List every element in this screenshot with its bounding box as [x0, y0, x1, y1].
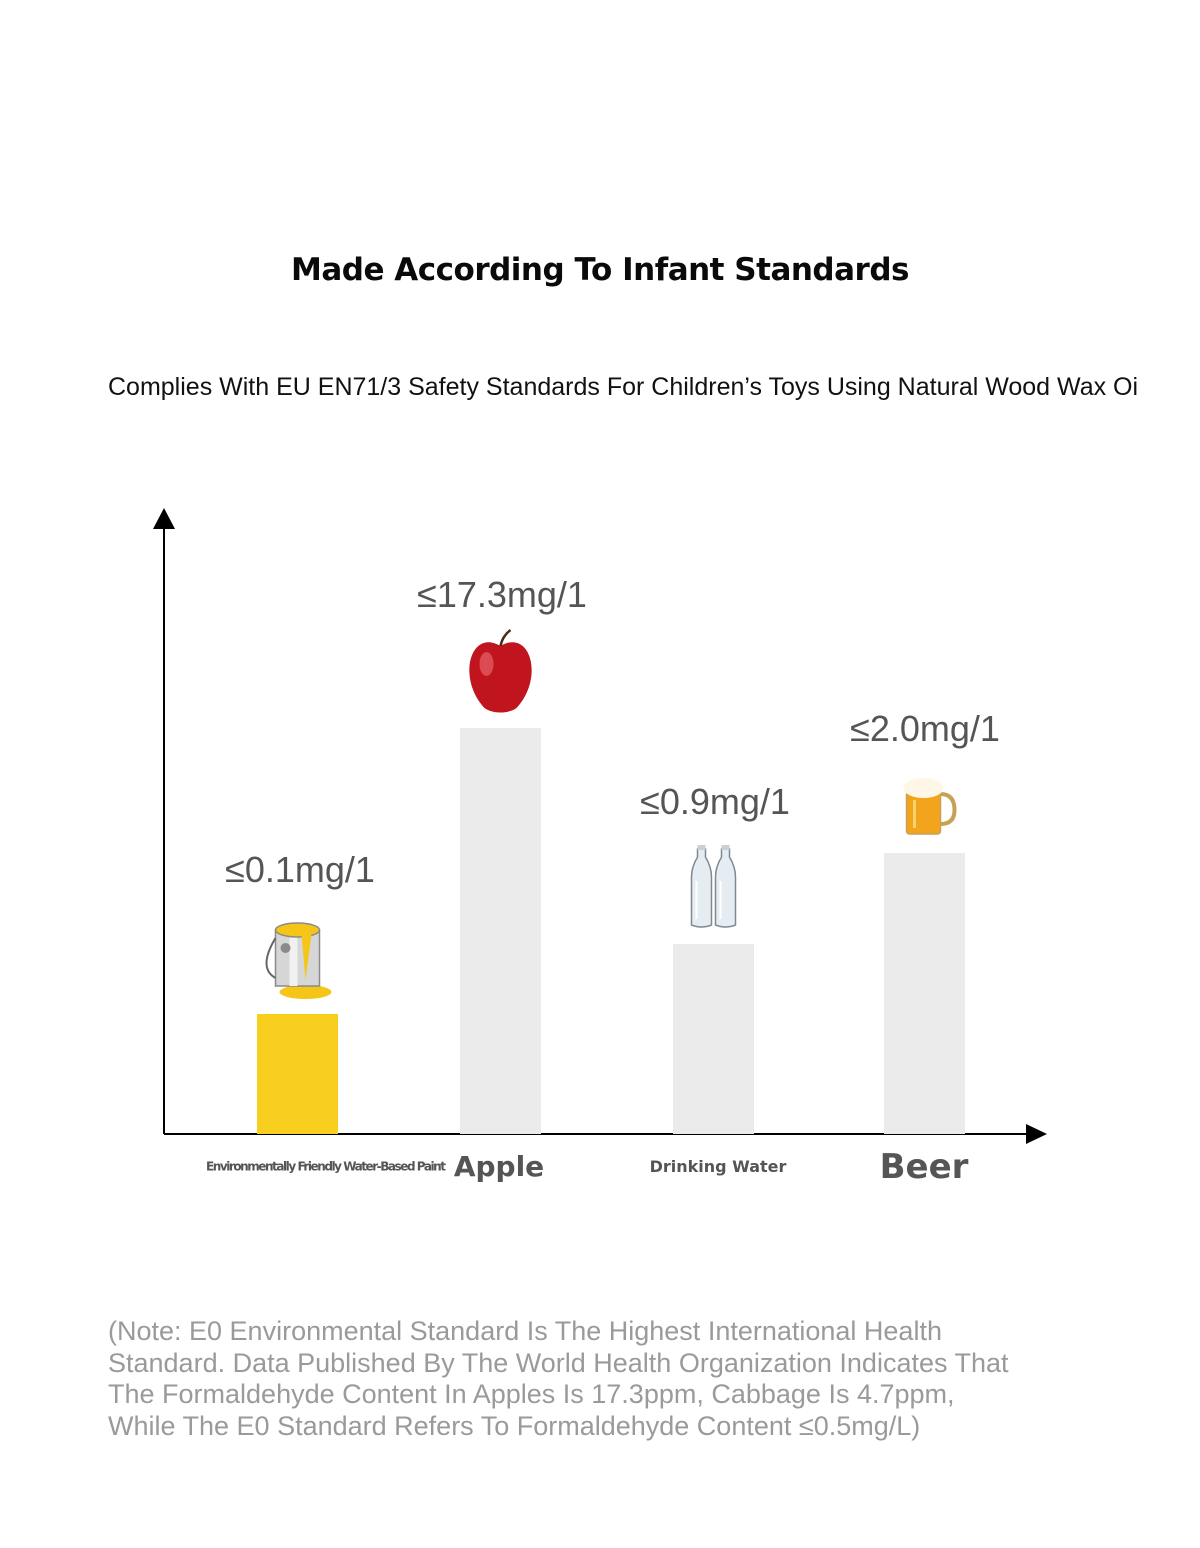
paint-can-handle: [265, 937, 277, 979]
chart-title: Made According To Infant Standards: [291, 252, 909, 288]
bar-group: ≤0.1mg/1 Environmentally Friendly Water-B…: [206, 849, 446, 1173]
apple-shine: [479, 652, 494, 676]
paint-can-rivet: [280, 943, 291, 953]
bar-value-label: ≤0.9mg/1: [640, 781, 790, 822]
y-axis-arrow-icon: [153, 508, 175, 529]
beer-mug-body: [905, 791, 942, 835]
paint-can-shine: [289, 930, 298, 986]
apple-icon: [469, 629, 532, 713]
paint-can-top: [274, 922, 321, 938]
footnote-line: The Formaldehyde Content In Apples Is 17…: [108, 1379, 955, 1409]
bar-group: ≤17.3mg/1 Apple: [417, 574, 587, 1183]
bar: [673, 944, 754, 1134]
x-tick-label: Beer: [880, 1147, 969, 1187]
chart-subtitle: Complies With EU EN71/3 Safety Standards…: [108, 373, 1139, 401]
bar-value-label: ≤17.3mg/1: [417, 574, 587, 615]
apple-stem: [499, 629, 512, 647]
footnote-line: While The E0 Standard Refers To Formalde…: [108, 1410, 921, 1441]
bar-value-label: ≤0.1mg/1: [225, 849, 375, 890]
water-bottles-icon: [690, 845, 737, 928]
x-tick-label: Apple: [454, 1150, 544, 1183]
water-bottle: [690, 848, 713, 928]
water-bottle: [714, 848, 737, 928]
apple-body: [469, 642, 532, 713]
footnote: (Note: E0 Environmental Standard Is The …: [108, 1316, 1108, 1442]
paint-spill: [279, 985, 332, 999]
x-axis-arrow-icon: [1026, 1124, 1047, 1144]
bar-group: ≤0.9mg/1 Drinking Water: [640, 781, 790, 1176]
beer-foam: [903, 778, 944, 798]
beer-mug-icon: [903, 778, 957, 835]
x-tick-label: Drinking Water: [650, 1157, 787, 1176]
bar: [460, 728, 541, 1134]
bar-value-label: ≤2.0mg/1: [850, 708, 1000, 749]
bar: [884, 853, 965, 1134]
bar: [257, 1014, 338, 1134]
water-bottle-cap: [697, 845, 706, 850]
beer-mug-handle: [940, 792, 957, 826]
footnote-line: Standard. Data Published By The World He…: [108, 1347, 1009, 1378]
x-tick-label: Environmentally Friendly Water-Based Pai…: [206, 1159, 446, 1173]
water-bottle-cap: [721, 845, 730, 850]
paint-can-icon: [265, 922, 332, 999]
paint-drip: [301, 934, 312, 980]
bar-group: ≤2.0mg/1 Beer: [850, 708, 1000, 1187]
footnote-line: (Note: E0 Environmental Standard Is The …: [108, 1316, 942, 1346]
